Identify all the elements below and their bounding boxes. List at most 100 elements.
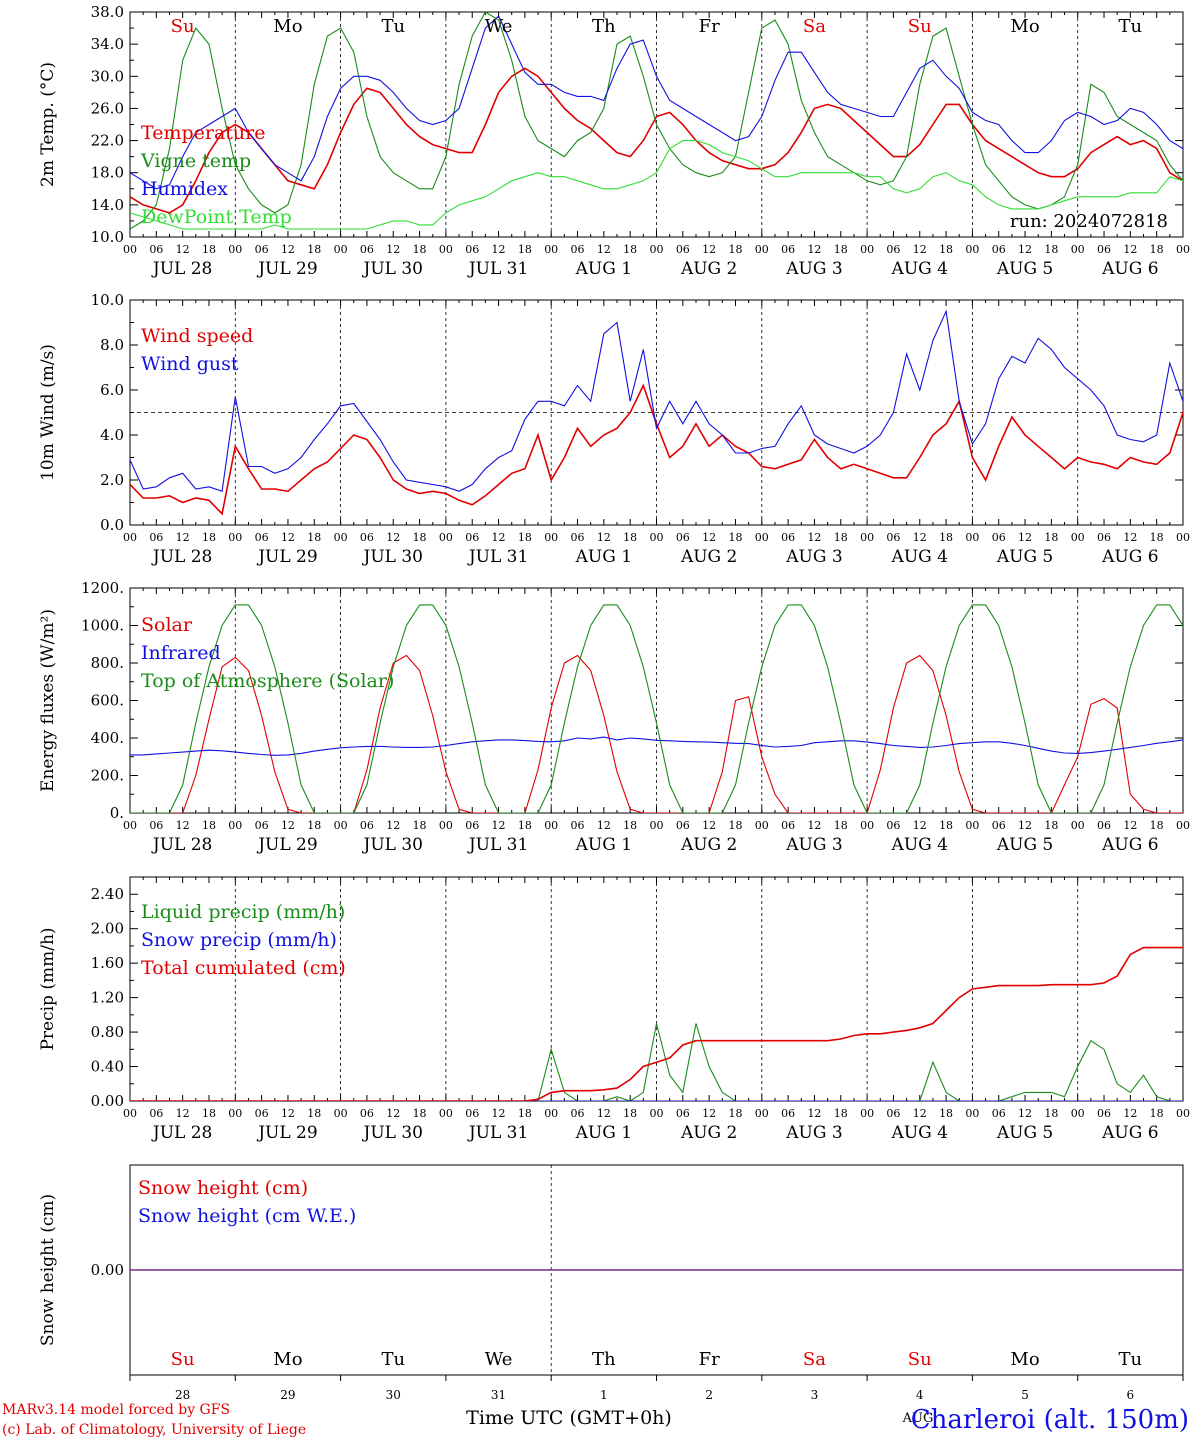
- date-label: AUG 3: [785, 1123, 842, 1143]
- hour-tick-label: 00: [1071, 243, 1085, 256]
- hour-tick-label: 06: [255, 1107, 269, 1120]
- hour-tick-label: 12: [281, 1107, 295, 1120]
- hour-tick-label: 12: [1123, 243, 1137, 256]
- day-name: Mo: [1010, 16, 1039, 37]
- hour-tick-label: 18: [728, 531, 742, 544]
- y-tick-label: 2.00: [91, 920, 124, 938]
- hour-tick-label: 00: [1071, 819, 1085, 832]
- date-label: JUL 31: [467, 547, 528, 567]
- hour-tick-label: 18: [939, 1107, 953, 1120]
- hour-tick-label: 12: [807, 1107, 821, 1120]
- hour-tick-label: 00: [1176, 531, 1190, 544]
- series-line-liquid-precip-mm-h-: [130, 1023, 1183, 1101]
- legend-entry: Liquid precip (mm/h): [141, 901, 345, 923]
- date-label: AUG 3: [785, 259, 842, 279]
- day-number: 2: [705, 1388, 713, 1402]
- hour-tick-label: 12: [1123, 1107, 1137, 1120]
- hour-tick-label: 06: [886, 1107, 900, 1120]
- hour-tick-label: 06: [360, 531, 374, 544]
- series-line-wind-speed: [130, 383, 1183, 516]
- hour-tick-label: 18: [623, 1107, 637, 1120]
- hour-tick-label: 00: [439, 1107, 453, 1120]
- panel-energy: 00 06 12 18 00 06 12 18 00 06 12 18 00 06 12 18 00 06 12 18…: [38, 579, 1190, 855]
- date-label: AUG 2: [680, 547, 737, 567]
- hour-tick-label: 18: [834, 1107, 848, 1120]
- hour-tick-label: 12: [281, 531, 295, 544]
- hour-tick-label: 06: [255, 531, 269, 544]
- hour-tick-label: 18: [1044, 531, 1058, 544]
- hour-tick-label: 12: [1123, 531, 1137, 544]
- y-tick-label: 1200.: [81, 579, 124, 597]
- legend-entry: Humidex: [141, 178, 228, 200]
- date-label: AUG 3: [785, 547, 842, 567]
- day-name: Th: [592, 16, 616, 37]
- y-tick-label: 22.0: [91, 132, 124, 150]
- legend-entry: Snow height (cm): [138, 1177, 308, 1199]
- hour-tick-label: 06: [886, 531, 900, 544]
- hour-tick-label: 12: [492, 1107, 506, 1120]
- y-tick-label: 18.0: [91, 164, 124, 182]
- hour-tick-label: 12: [281, 819, 295, 832]
- hour-tick-label: 18: [413, 531, 427, 544]
- day-name: Sa: [803, 1349, 826, 1370]
- hour-tick-label: 12: [702, 531, 716, 544]
- hour-tick-label: 18: [307, 531, 321, 544]
- hour-tick-label: 00: [123, 531, 137, 544]
- hour-tick-label: 00: [965, 243, 979, 256]
- hour-tick-label: 00: [439, 531, 453, 544]
- panel-precip: 00 06 12 18 00 06 12 18 00 06 12 18 00 06 12 18 00 06 12 18…: [38, 876, 1190, 1143]
- hour-tick-label: 00: [755, 531, 769, 544]
- hour-tick-label: 18: [623, 531, 637, 544]
- hour-tick-label: 00: [544, 243, 558, 256]
- date-label: AUG 2: [680, 835, 737, 855]
- hour-tick-label: 18: [1150, 819, 1164, 832]
- hour-tick-label: 06: [1097, 1107, 1111, 1120]
- hour-tick-label: 06: [886, 819, 900, 832]
- series-line-infrared: [130, 736, 1183, 756]
- hour-tick-label: 12: [702, 819, 716, 832]
- day-number: 3: [811, 1388, 819, 1402]
- hour-tick-label: 00: [860, 819, 874, 832]
- hour-tick-label: 06: [886, 243, 900, 256]
- hour-tick-label: 18: [728, 819, 742, 832]
- hour-tick-label: 06: [149, 819, 163, 832]
- credit-line-2: (c) Lab. of Climatology, University of L…: [2, 1422, 306, 1438]
- hour-tick-label: 00: [860, 243, 874, 256]
- y-axis-label: Energy fluxes (W/m²): [38, 609, 58, 792]
- hour-tick-label: 12: [597, 1107, 611, 1120]
- hour-tick-label: 12: [386, 243, 400, 256]
- hour-tick-label: 18: [623, 243, 637, 256]
- x-axis-label: Time UTC (GMT+0h): [466, 1407, 672, 1429]
- hour-tick-label: 06: [1097, 243, 1111, 256]
- day-name: Tu: [381, 1349, 405, 1370]
- date-label: AUG 6: [1101, 259, 1158, 279]
- y-tick-label: 2.40: [91, 885, 124, 903]
- hour-tick-label: 00: [860, 1107, 874, 1120]
- legend-entry: Wind speed: [141, 325, 253, 347]
- hour-tick-label: 12: [386, 531, 400, 544]
- hour-tick-label: 18: [623, 819, 637, 832]
- date-label: AUG 1: [575, 835, 632, 855]
- day-name: Sa: [803, 16, 826, 37]
- legend-entry: Snow height (cm W.E.): [138, 1205, 356, 1227]
- run-label: run: 2024072818: [1010, 211, 1168, 232]
- y-tick-label: 8.0: [100, 336, 124, 354]
- hour-tick-label: 18: [728, 243, 742, 256]
- hour-tick-label: 00: [228, 531, 242, 544]
- hour-tick-label: 00: [439, 819, 453, 832]
- hour-tick-label: 12: [807, 819, 821, 832]
- day-name: Su: [171, 1349, 195, 1370]
- date-label: JUL 28: [151, 259, 212, 279]
- day-number: 28: [175, 1388, 190, 1402]
- hour-tick-label: 12: [176, 1107, 190, 1120]
- y-tick-label: 1000.: [81, 617, 124, 635]
- date-label: JUL 29: [256, 835, 317, 855]
- y-tick-label: 1.20: [91, 989, 124, 1007]
- hour-tick-label: 00: [228, 1107, 242, 1120]
- day-name: Th: [592, 1349, 616, 1370]
- date-label: AUG 3: [785, 835, 842, 855]
- plot-frame: [129, 587, 1184, 814]
- y-tick-label: 26.0: [91, 99, 124, 117]
- day-name: Tu: [1119, 1349, 1143, 1370]
